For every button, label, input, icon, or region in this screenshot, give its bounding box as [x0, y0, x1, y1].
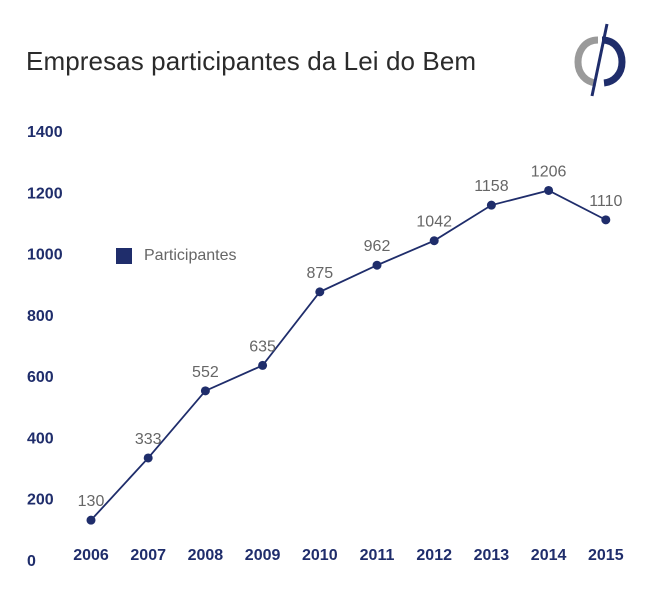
data-point	[429, 236, 439, 246]
data-point	[315, 287, 325, 297]
data-label: 962	[364, 238, 391, 255]
x-tick-label: 2014	[531, 547, 567, 564]
y-tick-label: 0	[27, 553, 36, 570]
data-point	[143, 453, 153, 463]
y-tick-label: 800	[27, 308, 54, 325]
x-tick-label: 2008	[188, 547, 224, 564]
y-tick-label: 400	[27, 430, 54, 447]
x-tick-label: 2009	[245, 547, 281, 564]
series-line	[90, 189, 607, 521]
data-point	[372, 260, 382, 270]
data-label: 1042	[416, 214, 452, 231]
x-tick-label: 2010	[302, 547, 338, 564]
data-label: 875	[306, 265, 333, 282]
legend-swatch	[116, 248, 132, 264]
legend: Participantes	[116, 247, 237, 265]
company-logo-icon	[574, 23, 626, 97]
data-point	[486, 200, 496, 210]
data-label: 333	[135, 431, 162, 448]
data-label: 130	[78, 493, 105, 510]
x-tick-label: 2012	[416, 547, 452, 564]
data-point	[86, 515, 96, 525]
y-tick-label: 600	[27, 369, 54, 386]
data-label: 635	[249, 338, 276, 355]
data-point	[200, 386, 210, 396]
x-tick-label: 2015	[588, 547, 624, 564]
x-tick-label: 2007	[130, 547, 166, 564]
x-tick-label: 2011	[360, 547, 395, 564]
x-tick-label: 2013	[474, 547, 510, 564]
x-tick-label: 2006	[73, 547, 109, 564]
data-label: 1158	[474, 178, 509, 195]
data-point	[544, 185, 554, 195]
legend-label: Participantes	[144, 247, 237, 264]
data-point	[601, 215, 611, 225]
y-tick-label: 1200	[27, 185, 63, 202]
y-tick-label: 1000	[27, 247, 63, 264]
y-tick-label: 1400	[27, 124, 63, 141]
data-label: 1110	[589, 193, 622, 210]
y-tick-label: 200	[27, 492, 54, 509]
data-label: 1206	[531, 163, 567, 180]
chart-title: Empresas participantes da Lei do Bem	[26, 46, 477, 76]
data-point	[258, 360, 268, 370]
data-label: 552	[192, 364, 219, 381]
